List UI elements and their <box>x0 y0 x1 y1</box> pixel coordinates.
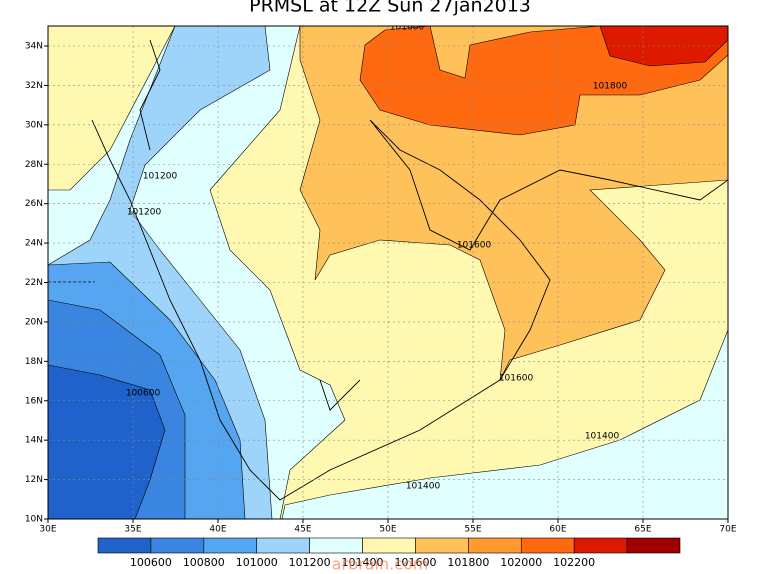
contour-label: 101200 <box>143 172 178 182</box>
lon-label: 60E <box>549 525 566 535</box>
lon-label: 45E <box>294 525 311 535</box>
lat-label: 30N <box>25 120 43 130</box>
contour-label: 101400 <box>585 432 620 442</box>
lon-label: 65E <box>634 525 651 535</box>
lat-label: 20N <box>25 317 43 327</box>
lon-label: 35E <box>124 525 141 535</box>
lat-label: 14N <box>25 436 43 446</box>
colorbar-box <box>573 537 628 554</box>
colorbar-label: 101000 <box>236 556 278 569</box>
colorbar-label: 101800 <box>447 556 489 569</box>
map-title: PRMSL at 12Z Sun 27jan2013 <box>249 0 531 17</box>
contour-label: 101200 <box>127 208 162 218</box>
colorbar-box <box>309 537 363 554</box>
axes: 34N32N30N28N26N24N22N20N18N16N14N12N10N3… <box>25 42 737 535</box>
colorbar-box <box>626 537 681 554</box>
colorbar-box <box>415 537 469 554</box>
lon-label: 40E <box>209 525 226 535</box>
lat-label: 22N <box>25 278 43 288</box>
lat-label: 10N <box>25 515 43 525</box>
colorbar-box <box>203 537 258 554</box>
colorbar-box <box>256 537 310 554</box>
colorbar-label: 100800 <box>183 556 225 569</box>
colorbar-label: 101200 <box>289 556 331 569</box>
lat-label: 18N <box>25 357 43 367</box>
lon-label: 50E <box>379 525 396 535</box>
lat-label: 16N <box>25 396 43 406</box>
lat-label: 12N <box>25 475 43 485</box>
colorbar-box <box>97 537 152 554</box>
contour-label: 101800 <box>593 82 628 92</box>
contour-label: 100600 <box>126 389 161 399</box>
map-area: 101600 101800 101200 101200 101600 100600 1016… <box>48 23 728 519</box>
colorbar: 100600 100800 101000 101200 101400 101600 1018… <box>97 537 681 569</box>
colorbar-box <box>468 537 522 554</box>
contour-label: 101600 <box>499 374 534 384</box>
colorbar-box <box>150 537 205 554</box>
contour-label: 101400 <box>406 482 441 492</box>
fill-101200-101400 <box>281 329 728 519</box>
colorbar-label: 102200 <box>553 556 595 569</box>
graticule <box>48 26 728 519</box>
colorbar-box <box>520 537 575 554</box>
coastline <box>91 39 728 501</box>
lat-label: 24N <box>25 239 43 249</box>
lat-label: 28N <box>25 160 43 170</box>
lon-label: 30E <box>39 525 56 535</box>
lon-label: 55E <box>464 525 481 535</box>
contour-label: 101600 <box>457 241 492 251</box>
colorbar-label: 101400 <box>342 556 384 569</box>
fill-below-100600 <box>48 364 166 519</box>
contour-label: 101600 <box>390 23 425 33</box>
lon-label: 70E <box>719 525 736 535</box>
watermark: arbrain.com <box>332 555 429 574</box>
contour-labels: 101600 101800 101200 101200 101600 100600 1016… <box>126 23 628 492</box>
colorbar-label: 100600 <box>130 556 172 569</box>
lat-label: 34N <box>25 42 43 52</box>
colorbar-label: 101600 <box>394 556 436 569</box>
lat-label: 26N <box>25 199 43 209</box>
lat-label: 32N <box>25 81 43 91</box>
colorbar-label: 102000 <box>500 556 542 569</box>
colorbar-box <box>362 537 416 554</box>
